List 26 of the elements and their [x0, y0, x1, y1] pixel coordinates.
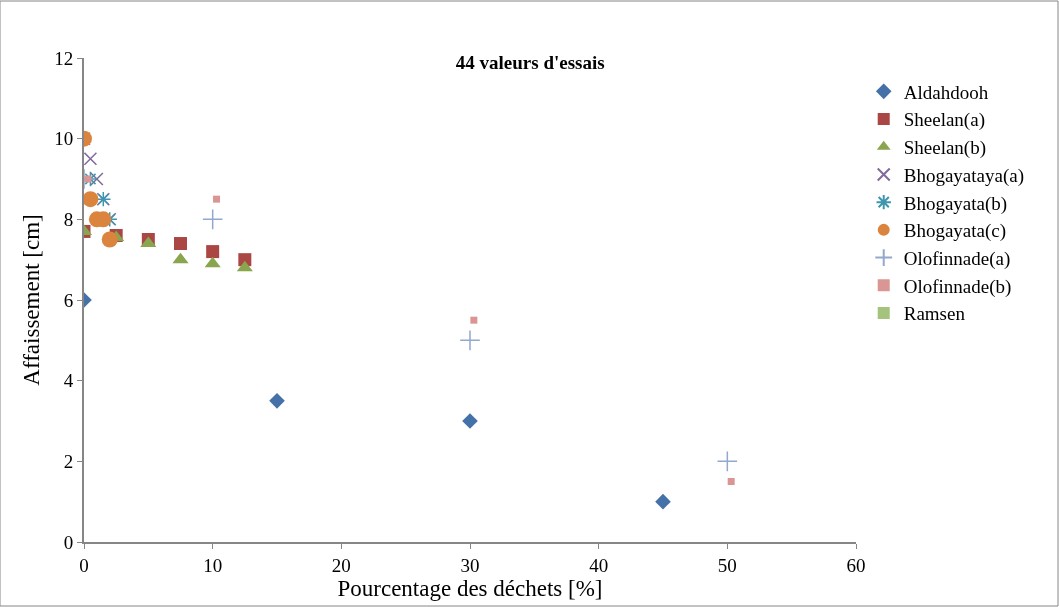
- x-tick-label: 60: [846, 554, 866, 576]
- legend-label: Olofinnade(a): [903, 247, 1011, 270]
- y-tick-label: 6: [63, 289, 74, 311]
- x-tick-label: 10: [203, 554, 223, 576]
- x-tick-label: 0: [79, 554, 89, 576]
- y-tick-label: 2: [63, 450, 74, 472]
- legend-label: Sheelan(b): [903, 137, 987, 160]
- y-tick-label: 0: [63, 531, 74, 553]
- x-tick-label: 40: [589, 554, 609, 576]
- x-tick-label: 50: [717, 554, 737, 576]
- legend-label: Bhogayata(b): [903, 192, 1008, 215]
- y-tick-label: 12: [54, 47, 74, 69]
- legend-label: Ramsen: [903, 303, 966, 325]
- x-axis-title: Pourcentage des déchets [%]: [337, 575, 603, 601]
- legend-label: Aldahdooh: [903, 81, 989, 103]
- y-axis-title: Affaissement [cm]: [19, 214, 45, 386]
- legend-label: Olofinnade(b): [903, 275, 1012, 298]
- legend-label: Bhogayata(c): [903, 220, 1007, 243]
- x-tick-label: 30: [460, 554, 480, 576]
- y-tick-label: 8: [63, 208, 74, 230]
- legend-label: Bhogayataya(a): [903, 164, 1024, 187]
- y-tick-label: 10: [54, 128, 74, 150]
- y-tick-label: 4: [63, 370, 74, 392]
- x-tick-label: 20: [331, 554, 351, 576]
- legend-label: Sheelan(a): [903, 109, 985, 132]
- chart-title: 44 valeurs d'essais: [455, 51, 605, 73]
